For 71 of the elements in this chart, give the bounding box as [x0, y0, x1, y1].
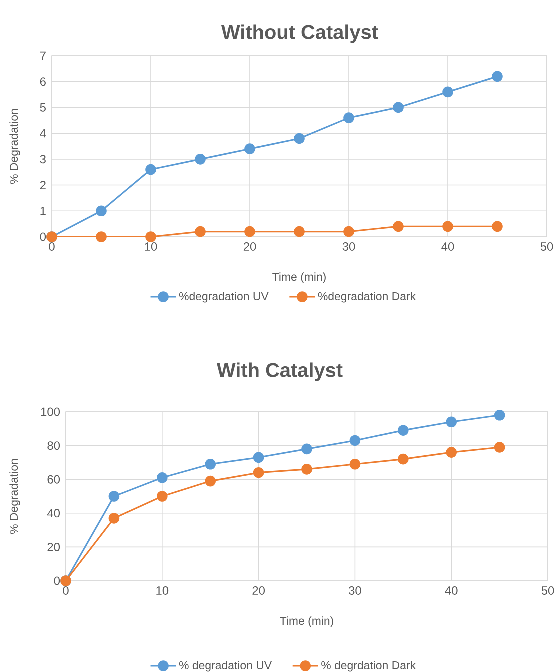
point: [108, 491, 120, 502]
y-tick-label: 6: [40, 78, 46, 86]
point: [195, 226, 206, 238]
point: [442, 86, 454, 98]
point: [108, 513, 120, 524]
x-tick-label: 20: [244, 242, 256, 251]
point: [398, 454, 409, 465]
x-tick-label: 10: [145, 242, 158, 251]
y-tick-label: 2: [40, 181, 46, 190]
point: [146, 232, 156, 242]
point: [344, 112, 354, 124]
point: [492, 221, 503, 232]
point: [253, 467, 264, 478]
y-axis-title: % Degradation: [10, 109, 20, 184]
point: [494, 410, 506, 421]
point: [244, 226, 256, 238]
point: [157, 472, 168, 484]
x-tick-label: 10: [156, 586, 169, 595]
y-tick-label: 3: [40, 155, 46, 164]
point: [205, 476, 216, 487]
point: [157, 491, 168, 502]
y-tick-label: 60: [48, 475, 60, 484]
y-tick-label: 20: [48, 542, 60, 552]
y-tick-label: 1: [40, 207, 46, 216]
point: [146, 164, 156, 176]
legend-label: % degrdation Dark: [322, 661, 416, 672]
y-tick-label: 80: [48, 442, 60, 450]
point: [442, 221, 454, 232]
x-tick-label: 30: [349, 586, 362, 595]
point: [494, 442, 506, 453]
x-tick-label: 20: [252, 586, 265, 595]
x-tick-label: 40: [442, 242, 454, 251]
point: [294, 226, 305, 238]
point: [96, 206, 107, 217]
x-tick-label: 0: [63, 586, 69, 595]
point: [205, 458, 216, 470]
point: [492, 71, 503, 82]
legend-label: %degradation Dark: [318, 292, 416, 303]
point: [294, 133, 305, 144]
point: [446, 416, 458, 428]
x-tick-label: 50: [540, 242, 554, 251]
point: [253, 452, 264, 464]
y-tick-label: 7: [40, 52, 46, 60]
y-tick-label: 0: [54, 576, 60, 586]
point: [302, 444, 312, 455]
point: [393, 221, 404, 232]
point: [393, 102, 404, 114]
chart-title: With Catalyst: [217, 362, 343, 382]
y-tick-label: 0: [40, 232, 46, 242]
point: [302, 464, 312, 475]
y-tick-label: 40: [47, 509, 60, 518]
point: [344, 226, 354, 238]
x-tick-label: 30: [342, 242, 356, 251]
point: [350, 435, 361, 446]
point: [244, 144, 256, 154]
x-tick-label: 50: [542, 586, 554, 595]
chart-title: Without Catalyst: [222, 24, 378, 44]
y-tick-label: 4: [40, 129, 46, 138]
point: [195, 154, 206, 165]
legend-label: % degradation UV: [179, 661, 272, 672]
point: [350, 458, 361, 470]
x-tick-label: 40: [445, 586, 458, 595]
point: [96, 232, 107, 242]
point: [446, 447, 458, 458]
x-axis-title: Time (min): [272, 272, 326, 284]
point: [398, 425, 409, 436]
y-tick-label: 100: [41, 408, 60, 416]
y-tick-label: 5: [40, 104, 46, 112]
legend-label: %degradation UV: [179, 292, 269, 303]
x-axis-title: Time (min): [280, 616, 334, 628]
y-axis-title: % Degradation: [10, 459, 20, 534]
